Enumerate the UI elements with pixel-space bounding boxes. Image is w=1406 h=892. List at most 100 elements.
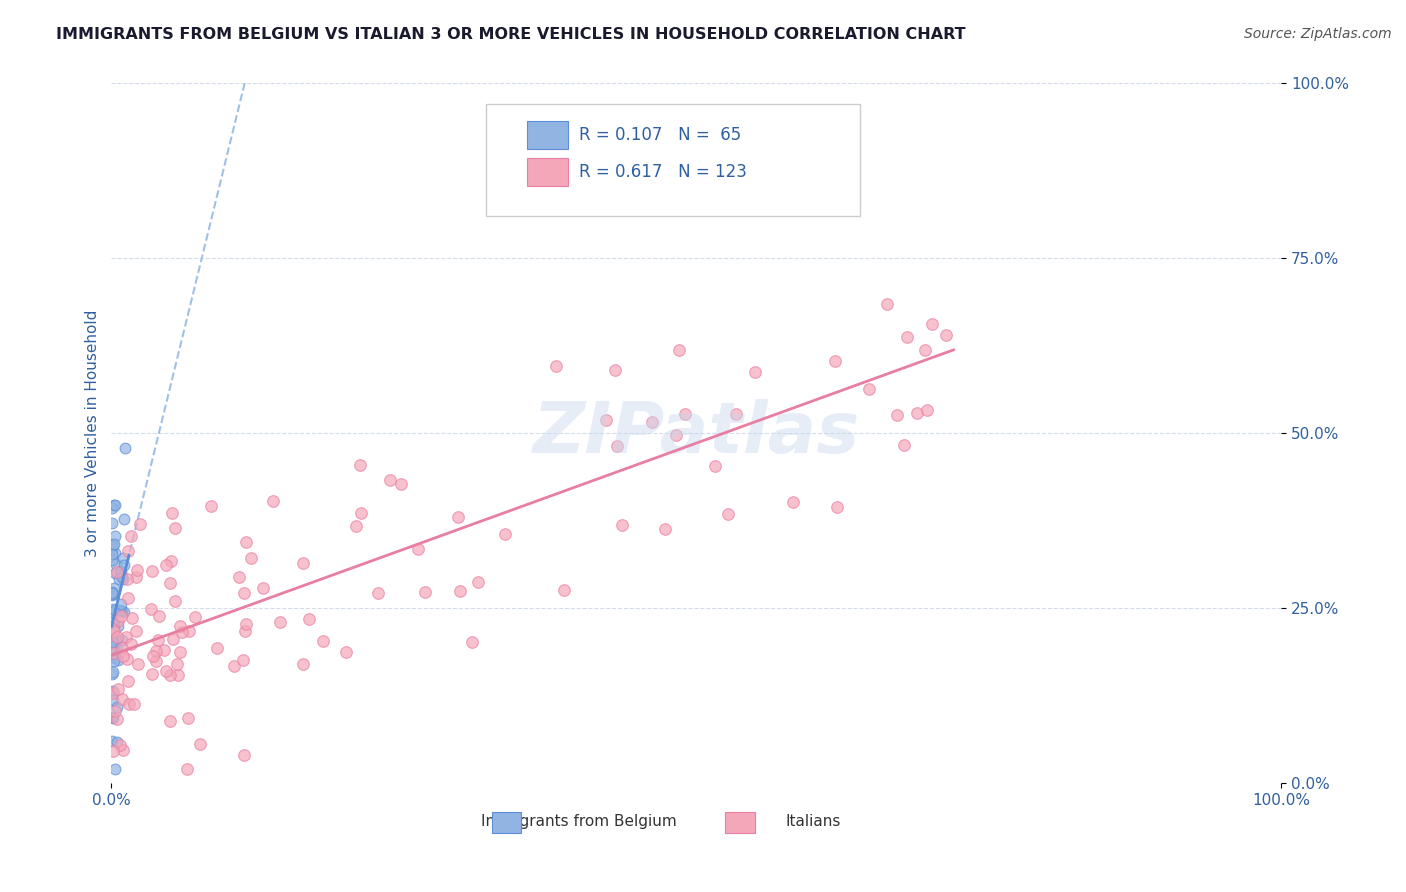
Point [104, 762, 127, 776]
Point [665, 428, 688, 442]
Point [145, 654, 167, 668]
Point [232, 653, 254, 667]
Text: ZIPatlas: ZIPatlas [533, 399, 860, 467]
Point [262, 494, 284, 508]
Point [553, 582, 575, 597]
Point [104, 650, 127, 665]
Point [825, 500, 848, 515]
Point [101, 711, 124, 725]
Text: R = 0.107   N =  65: R = 0.107 N = 65 [579, 126, 741, 145]
Point [235, 616, 257, 631]
Point [103, 498, 125, 512]
Point [111, 570, 134, 584]
Point [127, 657, 149, 672]
Point [101, 633, 124, 648]
Point [101, 634, 124, 648]
FancyBboxPatch shape [492, 813, 520, 833]
Point [176, 762, 198, 776]
Point [228, 569, 250, 583]
Point [105, 632, 128, 646]
Point [782, 495, 804, 509]
Text: Italians: Italians [786, 814, 841, 829]
Point [120, 637, 142, 651]
Point [114, 441, 136, 455]
Point [105, 630, 128, 644]
Point [165, 521, 187, 535]
Point [159, 668, 181, 682]
Point [101, 642, 124, 657]
Point [152, 643, 174, 657]
Point [101, 667, 124, 681]
Point [103, 624, 125, 638]
Point [107, 682, 129, 697]
Point [104, 529, 127, 543]
Point [914, 343, 936, 357]
Point [103, 537, 125, 551]
FancyBboxPatch shape [527, 121, 568, 149]
Point [544, 359, 567, 373]
Point [176, 711, 198, 725]
Text: IMMIGRANTS FROM BELGIUM VS ITALIAN 3 OR MORE VEHICLES IN HOUSEHOLD CORRELATION C: IMMIGRANTS FROM BELGIUM VS ITALIAN 3 OR … [56, 27, 966, 42]
Point [104, 498, 127, 512]
Point [103, 646, 125, 660]
Point [122, 697, 145, 711]
Point [896, 330, 918, 344]
Point [233, 624, 256, 638]
Point [111, 632, 134, 647]
Point [606, 439, 628, 453]
Point [112, 558, 135, 572]
Point [240, 551, 263, 566]
Point [129, 516, 152, 531]
Point [117, 673, 139, 688]
Point [169, 619, 191, 633]
Point [104, 566, 127, 580]
Point [291, 657, 314, 672]
Point [668, 343, 690, 357]
Point [110, 597, 132, 611]
Point [252, 581, 274, 595]
Point [101, 640, 124, 654]
Point [101, 539, 124, 553]
Point [159, 714, 181, 728]
Point [160, 554, 183, 568]
Point [141, 667, 163, 681]
Point [155, 558, 177, 572]
Point [744, 365, 766, 379]
Point [101, 501, 124, 516]
Point [112, 512, 135, 526]
Point [335, 645, 357, 659]
Point [112, 743, 135, 757]
Point [105, 700, 128, 714]
Point [101, 622, 124, 636]
Point [101, 588, 124, 602]
Point [125, 563, 148, 577]
Point [110, 564, 132, 578]
Point [101, 538, 124, 552]
Point [349, 458, 371, 473]
Point [112, 550, 135, 565]
Point [449, 583, 471, 598]
Point [148, 609, 170, 624]
Point [378, 473, 401, 487]
Point [118, 697, 141, 711]
Point [103, 618, 125, 632]
Point [141, 564, 163, 578]
Point [101, 553, 124, 567]
Point [312, 633, 335, 648]
Point [101, 542, 124, 557]
Point [162, 632, 184, 646]
Point [233, 586, 256, 600]
Point [108, 566, 131, 580]
Point [105, 712, 128, 726]
Point [184, 609, 207, 624]
Point [101, 547, 124, 561]
Point [112, 605, 135, 619]
Y-axis label: 3 or more Vehicles in Household: 3 or more Vehicles in Household [86, 310, 100, 557]
Point [406, 542, 429, 557]
Point [298, 611, 321, 625]
Text: R = 0.617   N = 123: R = 0.617 N = 123 [579, 163, 747, 181]
Point [344, 519, 367, 533]
FancyBboxPatch shape [527, 158, 568, 186]
Point [103, 654, 125, 668]
Point [101, 605, 124, 619]
